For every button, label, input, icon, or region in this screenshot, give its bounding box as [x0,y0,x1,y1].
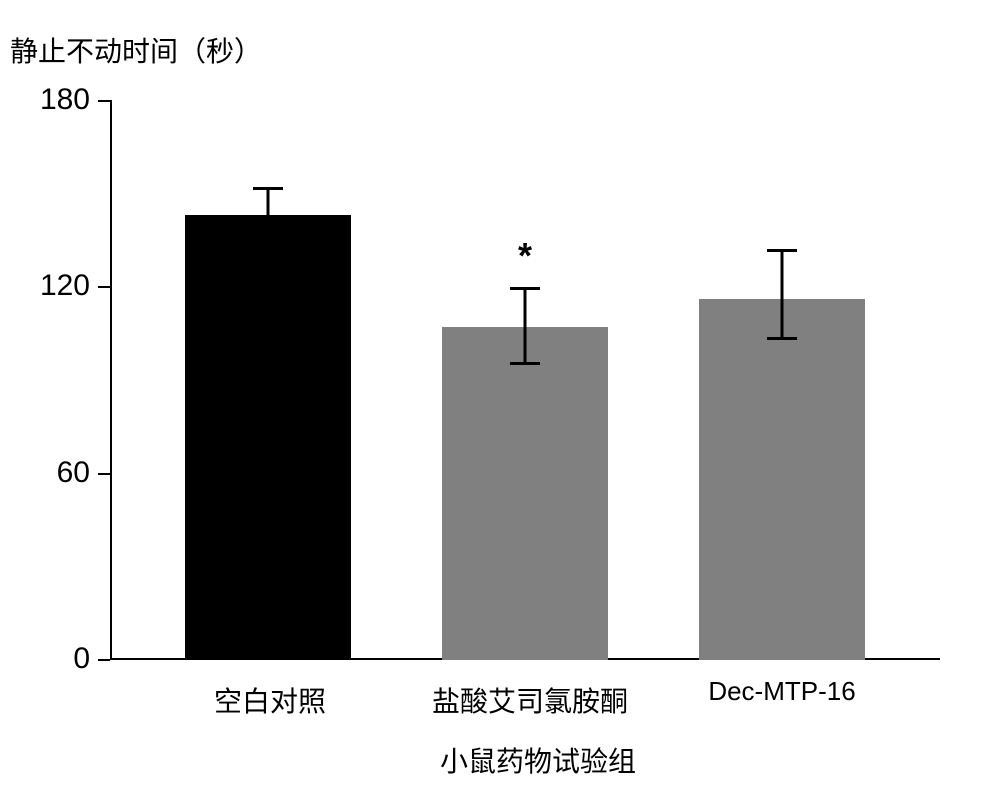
bar-2 [442,327,608,660]
error-whisker-top [253,187,283,190]
y-axis-line [110,100,112,660]
y-tick-label: 120 [30,269,90,303]
y-tick-mark [98,473,110,475]
error-whisker-top [767,249,797,252]
error-line [781,249,784,339]
x-tick-label-3: Dec-MTP-16 [682,676,882,707]
x-axis-title: 小鼠药物试验组 [440,740,636,780]
error-whisker-top [510,287,540,290]
error-whisker-bottom [253,244,283,247]
error-whisker-bottom [510,362,540,365]
y-tick-label: 60 [40,456,90,490]
error-line [266,187,269,246]
y-tick-mark [98,100,110,102]
chart-container: 静止不动时间（秒） 0 60 120 180 [0,0,1000,798]
y-tick-label: 180 [30,83,90,117]
bar-3 [699,299,865,660]
y-tick-mark [98,286,110,288]
y-tick-mark [98,659,110,661]
x-tick-label-2: 盐酸艾司氯胺酮 [420,680,640,720]
x-tick-label-1: 空白对照 [170,680,370,720]
significance-marker-2: * [505,235,545,277]
error-line [524,287,527,364]
error-whisker-bottom [767,337,797,340]
y-tick-label: 0 [40,642,90,676]
plot-area: 0 60 120 180 [110,100,940,660]
y-axis-title: 静止不动时间（秒） [10,30,262,70]
bar-1 [185,215,351,660]
